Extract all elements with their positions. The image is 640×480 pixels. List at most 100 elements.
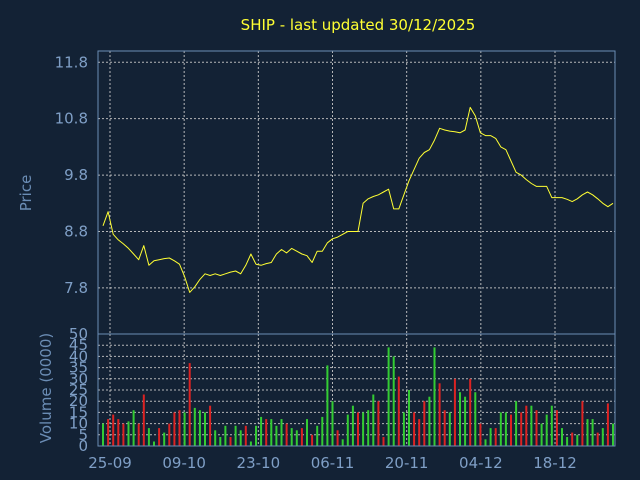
date-tick-label: 20-11 [385,454,429,472]
volume-bar [204,412,206,446]
volume-bar [137,423,140,446]
volume-tick-label: 20 [69,392,88,410]
volume-bar [311,434,314,446]
volume-bar [244,425,247,446]
volume-tick-label: 45 [69,336,88,354]
volume-bar [601,428,604,446]
volume-tick-label: 5 [78,426,88,444]
volume-bar [606,403,609,446]
volume-bar [326,365,329,446]
volume-bar [550,405,553,446]
price-line [102,106,614,293]
volume-bar [459,392,461,446]
volume-bar [336,430,339,446]
volume-bar [510,414,512,446]
volume-bar [214,430,217,446]
volume-bar [188,363,191,446]
volume-bar [331,401,334,446]
volume-bars [102,347,614,446]
volume-tick-label: 30 [69,370,88,388]
volume-bar [489,428,492,446]
volume-bar [224,425,227,446]
volume-bar [525,405,528,446]
date-tick-label: 09-10 [162,454,206,472]
volume-bar [255,425,257,446]
price-tick-label: 11.8 [55,53,88,71]
volume-bar [443,410,446,446]
volume-bar [306,419,308,446]
volume-bar [464,396,467,446]
volume-bar [117,419,120,446]
volume-bar [530,405,533,446]
volume-bar [209,405,212,446]
price-tick-label: 8.8 [64,222,88,240]
volume-tick-label: 35 [69,359,88,377]
volume-bar [392,356,395,446]
volume-bar [285,423,288,446]
price-tick-label: 10.8 [55,110,88,128]
volume-tick-label: 40 [69,347,88,365]
volume-bar [158,428,161,446]
volume-bar [433,347,436,446]
volume-bar [142,394,145,446]
volume-bar [280,419,283,446]
volume-bar [168,423,171,446]
date-tick-label: 23-10 [237,454,281,472]
volume-bar [163,432,166,446]
volume-bar [418,419,421,446]
volume-bar [504,412,507,446]
date-x-ticks: 25-09 09-10 23-10 06-11 20-11 04-12 18-12 [88,454,577,472]
volume-bar [484,439,487,446]
volume-bar [362,412,365,446]
volume-bar [321,416,324,446]
volume-bar [173,412,176,446]
volume-bar [341,439,344,446]
volume-bar [494,428,497,446]
date-tick-label: 25-09 [88,454,132,472]
volume-bar [474,392,477,446]
volume-bar [229,437,232,446]
price-tick-label: 9.8 [64,166,88,184]
volume-bar [586,419,589,446]
volume-bar [372,394,375,446]
volume-bar [127,421,130,446]
volume-bar [402,412,405,446]
volume-bar [520,412,523,446]
date-tick-label: 18-12 [533,454,577,472]
price-tick-label: 7.8 [64,279,88,297]
volume-bar [576,434,579,446]
volume-bar [260,416,263,446]
price-gridlines [98,51,615,334]
price-y-ticks: 11.8 10.8 9.8 8.8 7.8 [55,53,88,297]
volume-bar [428,396,431,446]
volume-bar [270,419,273,446]
chart-title: SHIP - last updated 30/12/2025 [241,16,476,34]
volume-tick-label: 15 [69,403,88,421]
volume-tick-label: 50 [69,325,88,343]
volume-bar [438,383,441,446]
volume-bar [122,423,125,446]
price-plot-frame [97,50,616,335]
volume-bar [219,437,222,446]
volume-bar [479,423,482,446]
volume-bar [535,410,538,446]
volume-bar [153,441,155,446]
volume-bar [571,432,574,446]
volume-bar [408,390,410,446]
volume-bar [300,428,303,446]
volume-bar [147,428,150,446]
volume-bar [290,428,293,446]
volume-bar [351,405,354,446]
volume-bar [193,407,196,446]
volume-bar [249,441,252,446]
volume-bar [357,412,359,446]
volume-bar [265,419,268,446]
volume-bar [453,378,456,446]
volume-bar [132,410,135,446]
volume-bar [413,412,416,446]
volume-bar [555,410,558,446]
volume-bar [295,430,298,446]
volume-bar [423,401,426,446]
volume-bar [234,425,237,446]
